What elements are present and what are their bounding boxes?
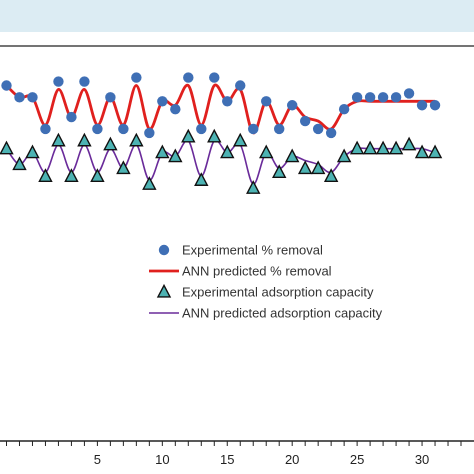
series-exp-capacity-point	[116, 160, 131, 175]
series-exp-capacity-point	[297, 160, 313, 175]
series-exp-removal-point	[377, 92, 389, 103]
series-exp-removal-point	[416, 100, 428, 111]
series-exp-capacity-point	[90, 168, 105, 183]
series-exp-capacity-point	[77, 132, 92, 147]
series-exp-removal-point	[364, 92, 376, 103]
series-exp-capacity-point	[64, 168, 79, 183]
x-tick-label: 15	[220, 452, 234, 467]
series-exp-capacity-point	[181, 128, 196, 143]
series-exp-removal-point	[274, 123, 285, 135]
series-exp-removal-point	[338, 104, 350, 115]
series-exp-removal-point	[53, 76, 64, 87]
series-exp-removal-point	[248, 123, 259, 135]
series-exp-removal-point	[79, 76, 90, 87]
series-exp-removal-point	[144, 127, 155, 139]
legend-entry-label: Experimental % removal	[182, 243, 323, 258]
series-exp-removal-point	[235, 80, 246, 91]
series-exp-removal-point	[325, 127, 337, 139]
series-exp-capacity-point	[323, 168, 339, 183]
series-exp-capacity-point	[0, 140, 14, 155]
header-band	[0, 0, 474, 32]
series-exp-removal-point	[351, 92, 363, 103]
legend-symbol-exp-removal	[158, 244, 170, 256]
series-exp-capacity-point	[155, 144, 170, 159]
series-exp-capacity-point	[194, 172, 209, 186]
series-exp-capacity-point	[414, 144, 430, 159]
series-exp-capacity-point	[233, 132, 248, 147]
series-exp-capacity-point	[25, 144, 40, 159]
series-exp-capacity-point	[129, 132, 144, 147]
series-exp-removal-point	[183, 72, 194, 83]
series-exp-capacity-point	[142, 176, 157, 190]
series-exp-removal-point	[286, 100, 298, 111]
series-exp-removal-point	[222, 96, 233, 107]
series-exp-removal-point	[403, 88, 415, 99]
series-exp-removal-point	[196, 123, 207, 135]
series-exp-capacity-point	[246, 180, 261, 194]
series-layer	[0, 72, 443, 194]
series-exp-removal-point	[27, 92, 38, 103]
series-exp-removal-point	[429, 100, 441, 111]
x-tick-label: 30	[415, 452, 429, 467]
series-exp-removal-point	[157, 96, 168, 107]
legend-entry-label: Experimental adsorption capacity	[182, 285, 374, 300]
series-exp-capacity-point	[207, 128, 222, 143]
series-exp-capacity-point	[284, 148, 300, 163]
series-exp-removal-point	[40, 123, 51, 135]
x-tick-label: 10	[155, 452, 169, 467]
series-exp-capacity-point	[103, 136, 118, 151]
series-exp-capacity-point	[51, 132, 66, 147]
legend-entry-label: ANN predicted adsorption capacity	[182, 306, 383, 321]
legend-symbol-exp-capacity	[156, 283, 172, 298]
legend-entry-label: ANN predicted % removal	[182, 264, 332, 279]
series-exp-removal-point	[14, 92, 25, 103]
series-exp-removal-point	[105, 92, 116, 103]
series-exp-removal-point	[390, 92, 402, 103]
series-ann-removal-line	[5, 83, 436, 135]
series-exp-capacity-point	[388, 140, 404, 155]
series-exp-removal-point	[261, 96, 272, 107]
series-ann-capacity-line	[5, 139, 436, 186]
series-exp-capacity-point	[168, 148, 183, 163]
series-exp-removal-point	[118, 123, 129, 135]
series-exp-removal-point	[92, 123, 103, 135]
x-tick-label: 25	[350, 452, 364, 467]
series-exp-removal-point	[1, 80, 12, 91]
x-tick-label: 5	[94, 452, 101, 467]
series-exp-capacity-point	[349, 140, 365, 155]
x-tick-label: 20	[285, 452, 299, 467]
series-exp-removal-point	[170, 104, 181, 115]
series-exp-capacity-point	[271, 164, 287, 179]
series-exp-capacity-point	[427, 144, 443, 159]
series-exp-removal-point	[312, 123, 324, 135]
series-exp-removal-point	[209, 72, 220, 83]
series-exp-capacity-point	[362, 140, 378, 155]
series-exp-capacity-point	[259, 144, 274, 159]
series-exp-capacity-point	[310, 160, 326, 175]
x-axis-ticks: 5 10 15 20 25 30	[5, 441, 462, 467]
series-exp-capacity-point	[336, 148, 352, 163]
series-exp-capacity-point	[401, 136, 417, 151]
series-exp-capacity-point	[12, 156, 27, 171]
series-exp-removal-point	[131, 72, 142, 83]
series-exp-removal-point	[66, 111, 77, 123]
series-exp-capacity-point	[38, 168, 53, 183]
series-exp-capacity-point	[220, 144, 235, 159]
legend: Experimental % removal ANN predicted % re…	[149, 243, 383, 321]
series-exp-removal-point	[299, 115, 311, 127]
series-exp-capacity-point	[375, 140, 391, 155]
